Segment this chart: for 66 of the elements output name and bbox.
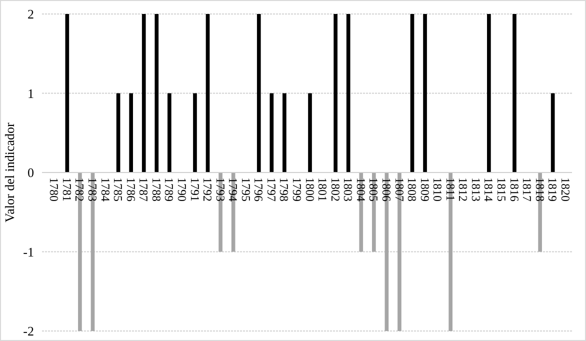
- x-tick-label: 1804: [354, 178, 368, 202]
- y-tick-label: 2: [28, 6, 34, 22]
- x-tick-label: 1787: [136, 178, 151, 202]
- x-tick-label: 1801: [316, 178, 330, 202]
- bar: [270, 93, 274, 172]
- y-axis-title: Valor del indicador: [2, 122, 17, 222]
- x-tick-label: 1791: [188, 178, 202, 202]
- x-tick-label: 1803: [341, 178, 356, 202]
- bar: [65, 14, 70, 172]
- bar: [308, 93, 312, 172]
- x-tick-label: 1797: [264, 178, 278, 202]
- y-tick-label: -2: [23, 324, 34, 339]
- bar: [168, 93, 172, 172]
- y-tick-label: 0: [28, 165, 34, 180]
- x-tick-label: 1817: [520, 178, 534, 202]
- y-tick-label: 1: [28, 86, 34, 101]
- bar: [129, 93, 133, 172]
- x-tick-label: 1805: [366, 178, 381, 202]
- x-tick-label: 1807: [392, 178, 406, 202]
- bar: [550, 93, 555, 172]
- x-tick-label: 1808: [405, 178, 420, 202]
- x-tick-label: 1792: [200, 178, 215, 202]
- x-tick-label: 1812: [456, 178, 470, 202]
- bar: [193, 93, 197, 172]
- x-tick-label: 1811: [443, 178, 458, 202]
- bar: [512, 14, 516, 172]
- bar: [142, 14, 146, 172]
- bar: [282, 93, 286, 172]
- x-tick-label: 1790: [174, 178, 189, 202]
- bar: [334, 14, 338, 172]
- x-tick-label: 1793: [213, 178, 228, 202]
- x-tick-label: 1786: [124, 178, 138, 202]
- x-tick-label: 1780: [47, 178, 62, 202]
- x-tick-label: 1785: [111, 178, 126, 202]
- x-tick-label: 1813: [468, 178, 483, 202]
- x-tick-label: 1810: [430, 178, 445, 202]
- x-tick-label: 1788: [149, 178, 164, 202]
- x-tick-label: 1815: [494, 178, 509, 202]
- x-tick-label: 1809: [418, 178, 432, 202]
- x-tick-label: 1800: [302, 178, 317, 202]
- x-tick-label: 1802: [328, 178, 342, 202]
- x-tick-label: 1794: [226, 178, 240, 202]
- x-tick-label: 1796: [252, 178, 266, 202]
- x-tick-label: 1789: [162, 178, 176, 202]
- bar: [154, 14, 159, 172]
- x-tick-label: 1818: [532, 178, 547, 202]
- bar: [206, 14, 210, 172]
- bar: [423, 14, 427, 172]
- x-tick-label: 1806: [379, 178, 394, 202]
- x-tick-label: 1820: [558, 178, 572, 202]
- bar: [346, 14, 350, 172]
- x-tick-label: 1782: [72, 178, 87, 202]
- x-tick-label: 1798: [277, 178, 292, 202]
- bar: [487, 14, 491, 172]
- x-tick-label: 1781: [60, 178, 74, 202]
- x-tick-label: 1819: [546, 178, 560, 202]
- x-tick-label: 1814: [482, 178, 496, 202]
- x-tick-label: 1784: [98, 178, 112, 202]
- x-tick-label: 1795: [238, 178, 253, 202]
- x-tick-label: 1816: [507, 178, 522, 202]
- y-tick-label: -1: [23, 244, 34, 260]
- bar: [410, 14, 414, 172]
- x-tick-label: 1799: [290, 178, 304, 202]
- bar: [116, 93, 120, 172]
- bar: [256, 14, 261, 172]
- x-tick-label: 1783: [86, 178, 100, 202]
